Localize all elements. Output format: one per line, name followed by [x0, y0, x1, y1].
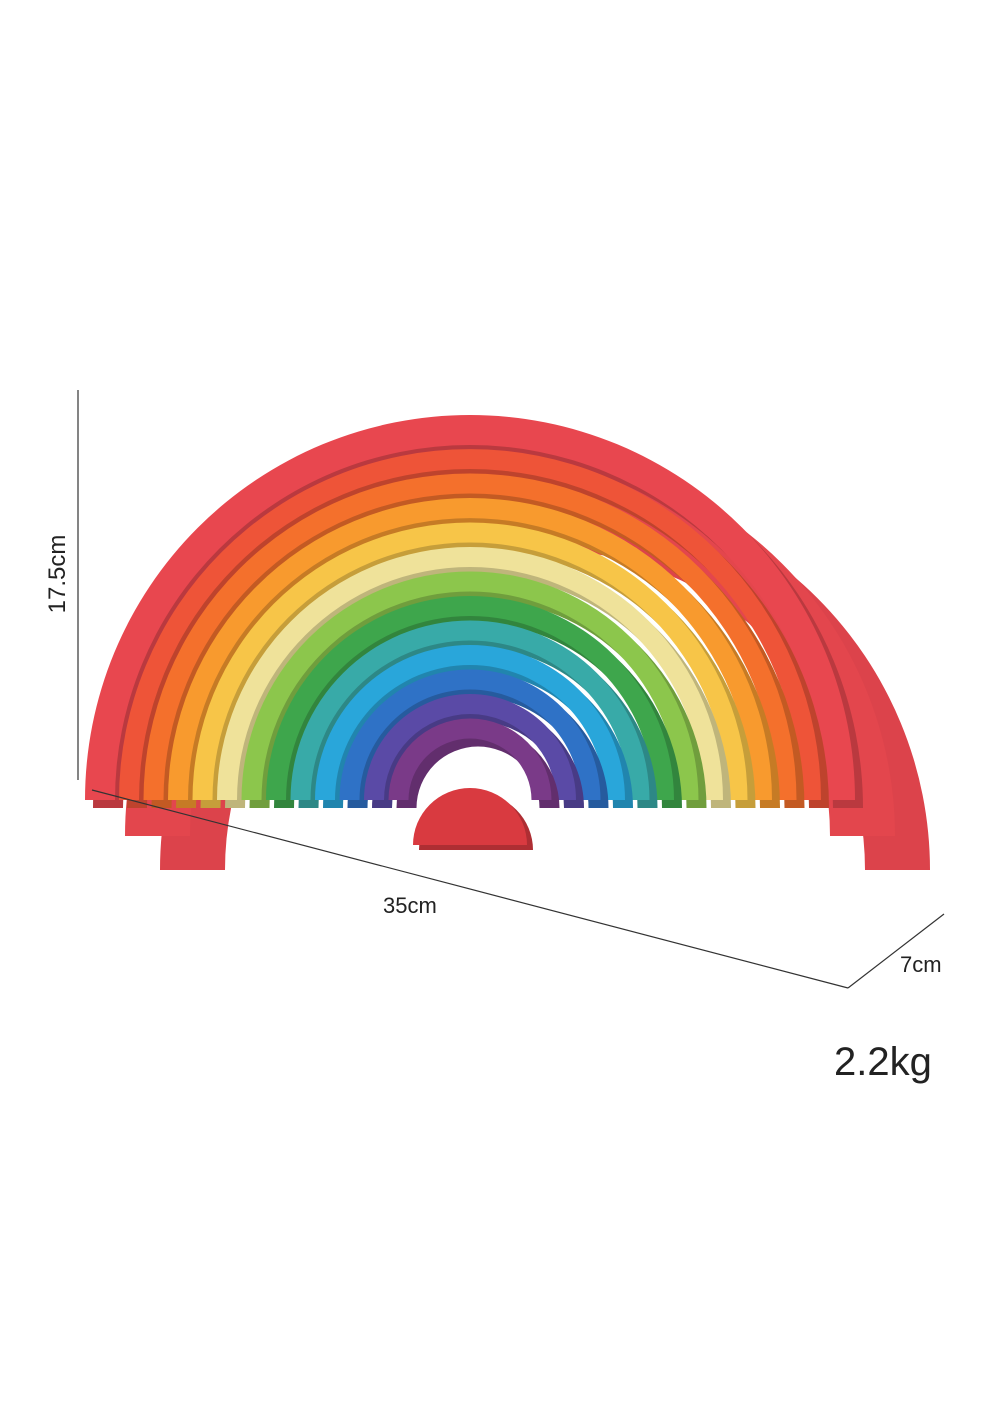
arch-11 [339, 669, 601, 800]
weight-label: 2.2kg [834, 1040, 932, 1084]
arch-9 [290, 620, 650, 800]
width-label: 35cm [383, 893, 437, 918]
arch-13 [388, 718, 552, 800]
depth-label: 7cm [900, 952, 942, 977]
arch-12 [364, 694, 576, 800]
width-dimension-line [91, 789, 849, 989]
arch-10 [315, 645, 625, 800]
center-piece [413, 788, 527, 845]
depth-dimension-line [847, 913, 945, 989]
height-label: 17.5cm [44, 534, 71, 614]
